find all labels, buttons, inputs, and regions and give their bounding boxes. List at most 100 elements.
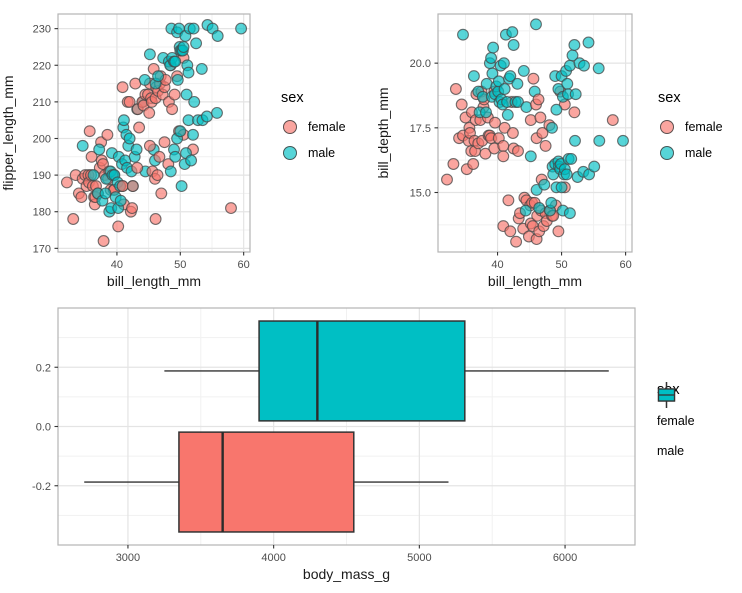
data-point-male [565,152,578,165]
data-point-male [164,165,177,178]
legend-item-male: male [281,140,346,166]
chart-flipper-vs-bill-length: 40 50 60 170 180 190 200 210 220 230 bill_length_m… [0,0,371,295]
data-point-female [568,106,581,119]
data-point-female [166,103,179,116]
data-point-male [175,180,188,193]
data-point-male [592,62,605,75]
data-point-male [568,39,581,51]
data-point-male [555,181,568,194]
y-tick-label: 190 [33,170,51,182]
data-point-male [187,22,200,35]
y-tick-label: -0.2 [32,481,51,493]
data-point-female [527,72,540,85]
data-point-male [533,202,546,214]
data-point-male [190,37,203,50]
data-point-female [532,93,545,106]
chart-body-mass-boxplot: 3000 4000 5000 6000 0.2 0.0 -0.2 body_mass_g se… [0,295,742,593]
data-point-male [487,41,500,54]
data-point-male [563,207,576,220]
data-point-female [116,81,129,94]
data-point-male [501,108,514,121]
legend: sex female male [281,90,346,166]
legend-item-label: female [685,120,723,134]
data-point-female [116,180,129,193]
y-tick-label: 200 [33,133,51,145]
data-point-female [536,127,549,139]
data-point-male [195,62,208,75]
data-point-female [131,161,144,174]
data-point-male [519,204,532,217]
data-point-male [504,70,517,83]
data-point-female [149,213,162,225]
legend-item-female: female [281,114,346,140]
data-point-male [457,28,469,41]
data-point-male [485,52,498,64]
data-point-female [502,194,515,207]
data-point-male [617,134,629,147]
chart-bill-depth-vs-bill-length: 40 50 60 15.0 17.5 20.0 bill_length_mm bill_dep… [371,0,742,295]
data-point-male [467,70,480,83]
scatter-depth-plot: 40 50 60 15.0 17.5 20.0 bill_length_mm bill_dep… [375,13,633,289]
x-axis-title: bill_length_mm [107,273,201,289]
data-point-female [83,125,96,138]
x-tick-label: 60 [619,259,631,271]
data-point-female [506,127,519,139]
data-point-male [187,128,199,141]
y-tick-label: 0.0 [36,422,51,434]
data-point-female [151,169,164,182]
data-point-male [561,77,574,90]
y-tick-label: 230 [33,24,51,36]
legend-key-male-point-icon [283,146,297,160]
data-point-male [188,95,201,108]
data-point-female [112,220,125,233]
x-tick-label: 50 [555,259,567,271]
data-point-male [171,73,184,86]
data-point-male [169,150,182,163]
data-point-male [87,169,100,182]
data-point-male [174,125,187,138]
y-axis-title: flipper_length_mm [0,75,16,190]
legend-title: sex [281,90,304,106]
data-point-female [539,139,552,152]
data-point-female [225,202,237,215]
data-point-male [569,88,582,101]
x-tick-label: 60 [238,259,250,271]
y-tick-label: 20.0 [410,58,431,70]
x-tick-label: 3000 [116,552,140,564]
data-point-male [538,178,551,191]
box-male [258,320,466,422]
data-point-male [114,194,127,207]
data-point-male [588,160,601,173]
data-point-female [143,106,156,119]
data-point-female [143,139,156,152]
legend-item-label: male [685,146,713,160]
data-point-male [563,59,576,72]
data-point-male [546,121,558,134]
y-tick-label: 210 [33,97,51,109]
data-point-female [512,145,524,158]
data-point-male [180,88,193,101]
data-point-female [126,180,139,193]
y-tick-label: 220 [33,60,51,72]
y-tick-label: 180 [33,207,51,219]
y-tick-label: 17.5 [410,123,431,135]
data-point-female [60,176,73,189]
data-point-male [486,67,499,80]
legend-item-label: female [308,120,346,134]
data-point-female [455,98,468,111]
data-point-male [152,70,165,83]
x-tick-label: 50 [174,259,186,271]
data-point-male [511,77,524,90]
legend-item-label: male [308,146,336,160]
data-point-female [126,202,139,215]
data-point-male [530,18,542,31]
data-point-female [75,191,88,204]
panel-border [437,13,633,253]
data-point-male [545,196,558,209]
data-point-male [235,22,248,35]
data-point-male [524,150,537,163]
data-point-male [117,114,130,127]
data-point-female [489,116,501,129]
data-point-male [130,143,143,156]
